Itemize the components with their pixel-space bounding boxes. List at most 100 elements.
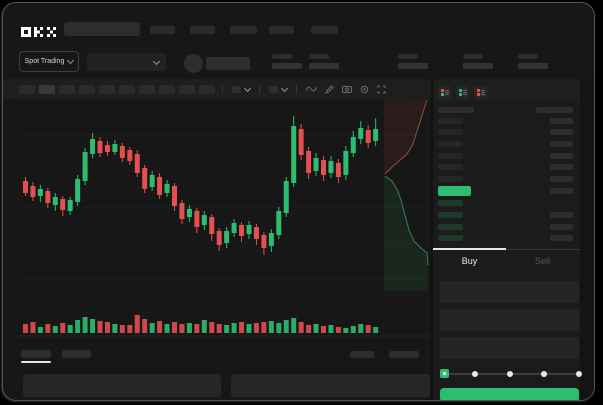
ask-row[interactable] xyxy=(433,150,580,162)
bottom-tab[interactable] xyxy=(62,350,91,358)
amount-bar xyxy=(550,175,573,182)
timeframe-button[interactable] xyxy=(99,84,115,94)
timeframe-button[interactable] xyxy=(79,84,95,94)
timeframe-button[interactable] xyxy=(19,84,35,94)
depth-bids-area xyxy=(384,176,428,291)
nav-item-placeholder[interactable] xyxy=(269,26,294,34)
market-type-label: Spot Trading xyxy=(24,58,65,65)
timeframe-button[interactable] xyxy=(139,84,155,94)
stat-value-bar xyxy=(309,63,339,69)
slider-stop[interactable] xyxy=(506,370,513,377)
slider-handle-dot xyxy=(443,371,446,375)
nav-item-placeholder[interactable] xyxy=(150,26,175,34)
chevron-down-icon xyxy=(152,57,161,65)
price-chart[interactable] xyxy=(3,99,433,343)
chevron-down-icon xyxy=(280,84,289,92)
ask-price-bar xyxy=(438,175,463,182)
pair-name-placeholder xyxy=(206,57,250,70)
stat-value-bar xyxy=(463,63,493,69)
bottom-filter-button[interactable] xyxy=(350,351,374,358)
slider-stop[interactable] xyxy=(471,370,478,377)
ask-price-bar xyxy=(438,164,463,171)
book-icon-lines xyxy=(444,89,449,95)
bid-row[interactable] xyxy=(433,209,580,221)
order-side-tabs: Buy Sell xyxy=(433,247,580,275)
amount-bar xyxy=(550,140,573,147)
candlestick-chart xyxy=(15,99,431,337)
bid-row[interactable] xyxy=(433,232,580,244)
timeframe-button[interactable] xyxy=(159,84,175,94)
indicator-glyph xyxy=(232,85,241,93)
timeframe-button[interactable] xyxy=(39,84,55,94)
slider-stop[interactable] xyxy=(541,370,548,377)
amount-slider[interactable] xyxy=(440,368,582,380)
book-icon-square xyxy=(440,92,444,96)
bids-book-icon[interactable] xyxy=(456,85,469,99)
total-input[interactable] xyxy=(440,336,579,359)
buy-tab[interactable]: Buy xyxy=(461,255,478,266)
candles-layer xyxy=(23,116,379,255)
price-input[interactable] xyxy=(440,280,579,303)
stat-label-bar xyxy=(518,54,538,59)
ask-row[interactable] xyxy=(433,173,580,185)
ask-row[interactable] xyxy=(433,138,580,150)
nav-item-placeholder[interactable] xyxy=(311,26,338,34)
camera-icon[interactable] xyxy=(342,85,352,93)
ask-price-bar xyxy=(438,117,463,124)
ask-row[interactable] xyxy=(433,115,580,127)
buy-submit-button[interactable] xyxy=(440,387,579,400)
market-type-dropdown[interactable]: Spot Trading xyxy=(19,51,79,72)
bid-row[interactable] xyxy=(433,221,580,233)
book-icon-square xyxy=(458,88,462,92)
stat-value-bar xyxy=(518,63,548,69)
market-stat-placeholder xyxy=(398,54,428,69)
book-icon-line xyxy=(444,89,449,91)
combined-book-icon[interactable] xyxy=(438,85,451,99)
book-icon-squares xyxy=(458,88,462,96)
chart-style-glyph xyxy=(269,85,278,93)
pencil-icon[interactable] xyxy=(325,84,334,94)
bottom-tab-active[interactable] xyxy=(21,350,51,358)
okx-logo[interactable] xyxy=(21,24,58,42)
market-stat-placeholder xyxy=(463,54,493,69)
bottom-filter-button[interactable] xyxy=(389,351,419,358)
line-chart-icon[interactable] xyxy=(306,85,317,93)
amount-input[interactable] xyxy=(440,308,579,331)
stat-label-bar xyxy=(309,54,329,59)
orderbook-bids xyxy=(433,198,580,244)
panel-gutter xyxy=(580,79,594,400)
order-form xyxy=(433,280,580,359)
stat-label-bar xyxy=(463,54,483,59)
pair-selector-dropdown[interactable] xyxy=(87,53,166,71)
indicators-dropdown[interactable] xyxy=(230,84,252,93)
slider-handle[interactable] xyxy=(440,368,449,378)
amount-bar xyxy=(550,152,573,159)
ask-row[interactable] xyxy=(433,161,580,173)
market-stat-placeholder xyxy=(272,54,302,69)
book-icon-squares xyxy=(476,88,480,96)
global-search-input[interactable] xyxy=(64,22,140,36)
gear-icon[interactable] xyxy=(360,85,369,94)
last-price-badge[interactable] xyxy=(438,186,471,197)
book-icon-line xyxy=(444,91,449,93)
ask-row[interactable] xyxy=(433,127,580,139)
bid-row[interactable] xyxy=(433,198,580,210)
chart-style-dropdown[interactable] xyxy=(267,84,289,93)
sell-tab[interactable]: Sell xyxy=(534,255,550,266)
timeframe-button[interactable] xyxy=(119,84,135,94)
timeframe-button[interactable] xyxy=(179,84,195,94)
fullscreen-icon[interactable] xyxy=(377,85,386,94)
timeframe-button[interactable] xyxy=(199,84,215,94)
nav-item-placeholder[interactable] xyxy=(190,26,215,34)
asks-book-icon[interactable] xyxy=(474,85,487,99)
book-icon-square xyxy=(476,92,480,96)
book-icon-line xyxy=(480,93,485,95)
orderbook-view-toggles xyxy=(433,79,580,101)
timeframe-button[interactable] xyxy=(59,84,75,94)
slider-stop[interactable] xyxy=(576,370,582,377)
ask-price-bar xyxy=(438,129,463,136)
nav-item-placeholder[interactable] xyxy=(230,26,257,34)
book-icon-lines xyxy=(462,89,467,95)
price-column-header xyxy=(438,107,474,113)
orders-list-placeholder xyxy=(23,374,221,397)
